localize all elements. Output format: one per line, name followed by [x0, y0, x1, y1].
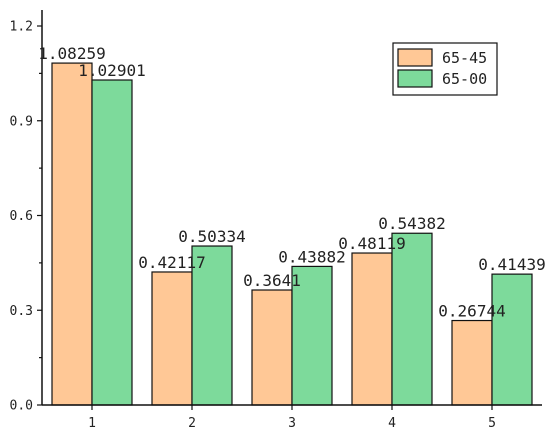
bar-65-00-4 — [391, 232, 433, 406]
legend-label-65-45: 65-45 — [442, 49, 487, 67]
y-tick-label: 0.3 — [10, 304, 33, 319]
x-tick-label: 1 — [88, 416, 96, 431]
y-tick-label: 0.9 — [10, 114, 33, 129]
bar-65-00-2 — [191, 245, 233, 406]
legend-label-65-00: 65-00 — [442, 70, 487, 88]
x-tick-label: 3 — [288, 416, 296, 431]
y-tick-label: 1.2 — [10, 20, 33, 35]
bar-65-45-5 — [451, 319, 493, 406]
bar-65-45-4 — [351, 252, 393, 406]
legend: 65-45 65-00 — [392, 42, 498, 96]
x-tick-label: 5 — [488, 416, 496, 431]
data-label-65-45-5: 0.26744 — [438, 302, 505, 321]
data-label-65-45-2: 0.42117 — [138, 253, 205, 272]
bar-65-00-3 — [291, 265, 333, 406]
bar-65-00-1 — [91, 79, 133, 406]
data-label-65-00-2: 0.50334 — [178, 227, 245, 246]
bar-65-45-2 — [151, 271, 193, 406]
data-label-65-45-3: 0.3641 — [243, 271, 301, 290]
bars-layer — [51, 62, 533, 406]
bar-65-45-1 — [51, 62, 93, 406]
legend-swatch-65-00 — [397, 69, 433, 88]
data-label-65-45-1: 1.08259 — [38, 44, 105, 63]
bar-65-00-5 — [491, 273, 533, 406]
y-tick-label: 0.0 — [10, 399, 33, 414]
legend-swatch-65-45 — [397, 48, 433, 67]
bar-65-45-3 — [251, 289, 293, 406]
axes-layer: 0.0 0.3 0.6 0.9 1.2 1 2 3 4 5 — [10, 10, 542, 431]
data-label-65-00-4: 0.54382 — [378, 214, 445, 233]
data-label-65-00-3: 0.43882 — [278, 247, 345, 266]
y-tick-label: 0.6 — [10, 209, 33, 224]
data-label-65-45-4: 0.48119 — [338, 234, 405, 253]
x-tick-label: 4 — [388, 416, 396, 431]
data-label-65-00-5: 0.41439 — [478, 255, 545, 274]
x-tick-label: 2 — [188, 416, 196, 431]
data-label-65-00-1: 1.02901 — [78, 61, 145, 80]
